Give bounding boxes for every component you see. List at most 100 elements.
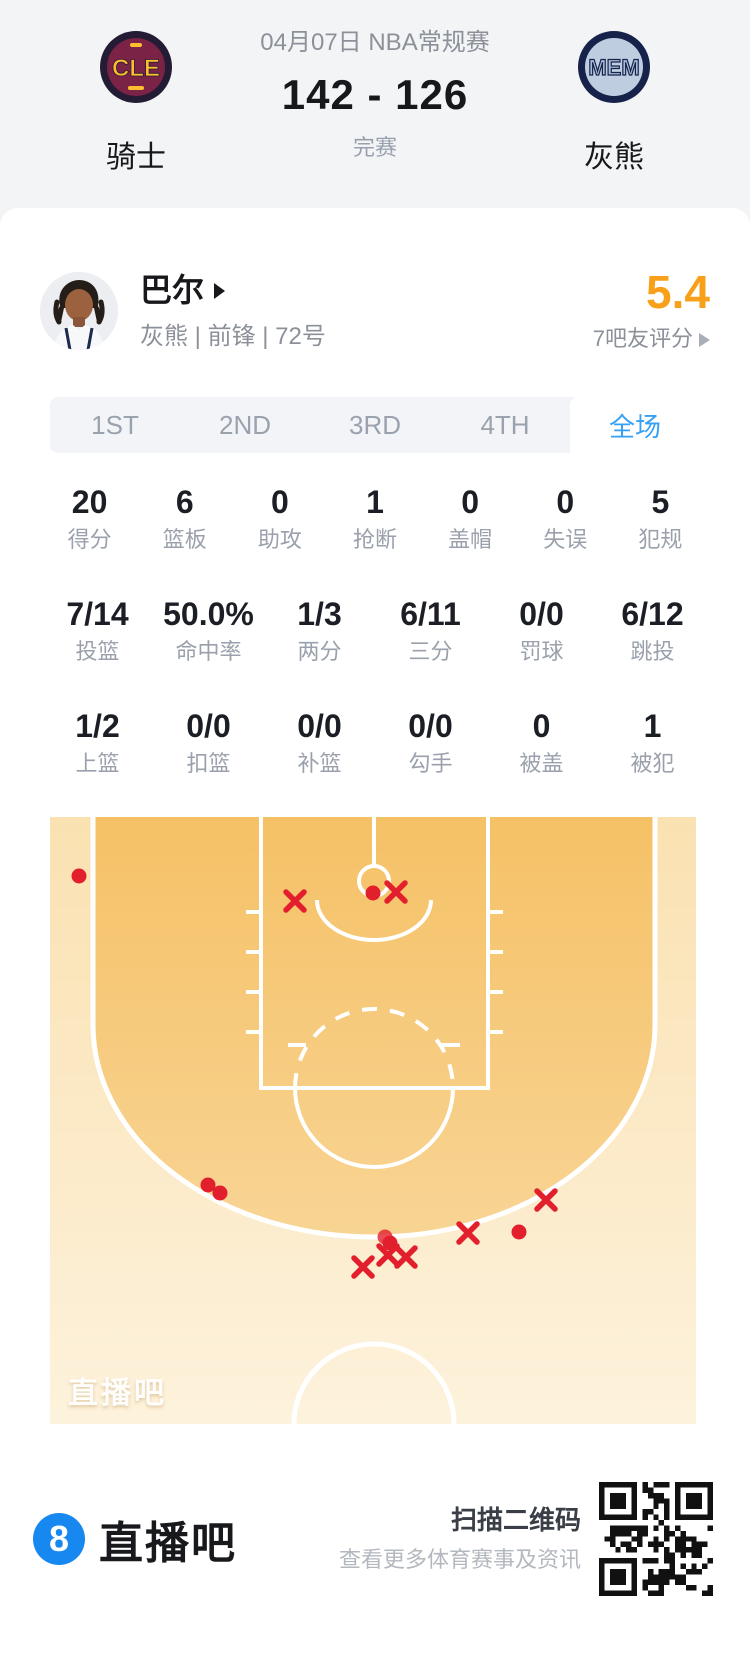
team-right-name: 灰熊 (584, 141, 644, 174)
qr-texts: 扫描二维码 查看更多体育赛事及资讯 (339, 1503, 581, 1575)
restricted-arc (315, 899, 433, 942)
team-left-name: 骑士 (106, 141, 166, 174)
stat-label: 抢断 (352, 527, 397, 552)
stat-cell: 6/11 三分 (375, 593, 486, 669)
made-shot-marker (200, 1177, 216, 1193)
zhibo8-logo-icon: 8 (33, 1513, 85, 1565)
stat-cell: 1/3 两分 (264, 593, 375, 669)
team-left[interactable]: CLE 骑士 (88, 26, 184, 208)
tab-1st[interactable]: 1ST (91, 409, 139, 440)
stat-label: 篮板 (162, 527, 207, 552)
three-point-line (90, 817, 658, 1240)
player-photo (40, 271, 118, 350)
stat-cell: 1 被犯 (597, 705, 708, 781)
stat-value: 1/3 (297, 596, 342, 632)
missed-shot-marker (384, 880, 408, 904)
shot-chart: 直播吧 (50, 817, 696, 1424)
stat-label: 命中率 (175, 639, 242, 664)
player-meta: 灰熊 | 前锋 | 72号 (140, 322, 326, 350)
stat-row-2: 7/14 投篮 50.0% 命中率 1/3 两分 6/11 三分 0/0 罚球 6/12 跳投 (42, 593, 708, 669)
match-center: 04月07日 NBA常规赛 142 - 126 完赛 (184, 26, 566, 208)
missed-shot-marker (394, 1245, 418, 1269)
rating-block: 5.4 7吧友评分 (593, 268, 710, 354)
stat-value: 0/0 (186, 708, 231, 744)
stat-label: 上篮 (75, 751, 120, 776)
stat-row-3: 1/2 上篮 0/0 扣篮 0/0 补篮 0/0 勾手 0 被盖 1 被犯 (42, 705, 708, 781)
free-throw-circle-dashed (293, 1007, 455, 1089)
stat-value: 0 (270, 484, 289, 520)
player-name: 巴尔 (140, 271, 205, 308)
stat-label: 犯规 (638, 527, 683, 552)
court-watermark: 直播吧 (68, 1377, 167, 1410)
made-shot-marker (511, 1224, 527, 1240)
mem-team-logo-icon: MEM (578, 31, 650, 103)
qr-title: 扫描二维码 (450, 1505, 581, 1535)
stat-label: 跳投 (630, 639, 675, 664)
stat-label: 勾手 (408, 751, 453, 776)
score-header: CLE 骑士 04月07日 NBA常规赛 142 - 126 完赛 MEM 灰熊 (0, 0, 750, 208)
match-status: 完赛 (352, 135, 397, 160)
stat-label: 罚球 (519, 639, 564, 664)
stat-label: 盖帽 (448, 527, 493, 552)
stat-value: 0/0 (408, 708, 453, 744)
stat-cell: 0 失误 (518, 481, 613, 557)
missed-shot-marker (456, 1221, 480, 1245)
stat-value: 6/12 (621, 596, 684, 632)
tab-2nd[interactable]: 2ND (218, 409, 271, 440)
stat-value: 1 (366, 484, 384, 520)
stat-row-1: 20 得分 6 篮板 0 助攻 1 抢断 0 盖帽 0 失误 5 犯规 (42, 481, 708, 557)
stat-label: 三分 (408, 639, 453, 664)
tab-全场[interactable]: 全场 (570, 397, 700, 453)
stat-cell: 6 篮板 (137, 481, 232, 557)
stat-cell: 0/0 补篮 (264, 705, 375, 781)
missed-shot-marker (534, 1188, 558, 1212)
player-stats-card: 巴尔 灰熊 | 前锋 | 72号 5.4 7吧友评分 1ST 2ND 3RD 4TH 全… (0, 208, 750, 1654)
lane-hash-marks (246, 910, 503, 1047)
tab-4th[interactable]: 4TH (480, 409, 530, 440)
rating-value: 5.4 (646, 265, 710, 318)
stat-label: 得分 (67, 527, 112, 552)
center-court-circle (291, 1341, 457, 1424)
team-right[interactable]: MEM 灰熊 (566, 26, 662, 208)
match-date: 04月07日 NBA常规赛 (260, 29, 490, 56)
player-name-link[interactable]: 巴尔 (140, 268, 593, 312)
stat-label: 被盖 (519, 751, 564, 776)
made-shot-marker (212, 1185, 228, 1201)
stats-grid: 20 得分 6 篮板 0 助攻 1 抢断 0 盖帽 0 失误 5 犯规 7/14 投篮 50.0% 命中率 1/3 两… (0, 453, 750, 781)
stat-value: 20 (71, 484, 108, 520)
stat-value: 7/14 (66, 596, 129, 632)
quarter-tabs: 1ST 2ND 3RD 4TH 全场 (50, 397, 700, 453)
svg-text:CLE: CLE (112, 55, 160, 82)
stat-cell: 0/0 勾手 (375, 705, 486, 781)
missed-shot-marker (376, 1243, 400, 1267)
missed-shot-marker (351, 1255, 375, 1279)
stat-cell: 0/0 扣篮 (153, 705, 264, 781)
match-score: 142 - 126 (281, 71, 469, 118)
tab-3rd[interactable]: 3RD (348, 409, 401, 440)
made-shot-marker (71, 868, 87, 884)
made-shot-marker (365, 885, 381, 901)
player-detail-arrow-icon (214, 282, 226, 299)
stat-cell: 0 助攻 (232, 481, 327, 557)
player-avatar[interactable] (40, 271, 118, 350)
stat-value: 6 (175, 484, 194, 520)
app-footer: 8 直播吧 扫描二维码 查看更多体育赛事及资讯 (0, 1424, 750, 1654)
rating-caption-link[interactable]: 7吧友评分 (593, 324, 710, 354)
stat-value: 50.0% (163, 596, 254, 632)
cle-team-logo-icon: CLE (100, 31, 172, 103)
stat-value: 0/0 (519, 596, 564, 632)
stat-cell: 50.0% 命中率 (153, 593, 264, 669)
stat-label: 投篮 (75, 639, 120, 664)
stat-cell: 0 盖帽 (423, 481, 518, 557)
stat-cell: 1 抢断 (327, 481, 422, 557)
stat-label: 扣篮 (186, 751, 231, 776)
shot-markers (71, 868, 558, 1279)
stat-value: 6/11 (400, 596, 461, 632)
stat-cell: 5 犯规 (613, 481, 708, 557)
qr-subtitle: 查看更多体育赛事及资讯 (338, 1547, 581, 1572)
stat-label: 两分 (297, 639, 342, 664)
qr-code (599, 1482, 713, 1596)
stat-cell: 0 被盖 (486, 705, 597, 781)
court-svg (50, 817, 696, 1424)
player-info: 巴尔 灰熊 | 前锋 | 72号 (140, 268, 593, 354)
